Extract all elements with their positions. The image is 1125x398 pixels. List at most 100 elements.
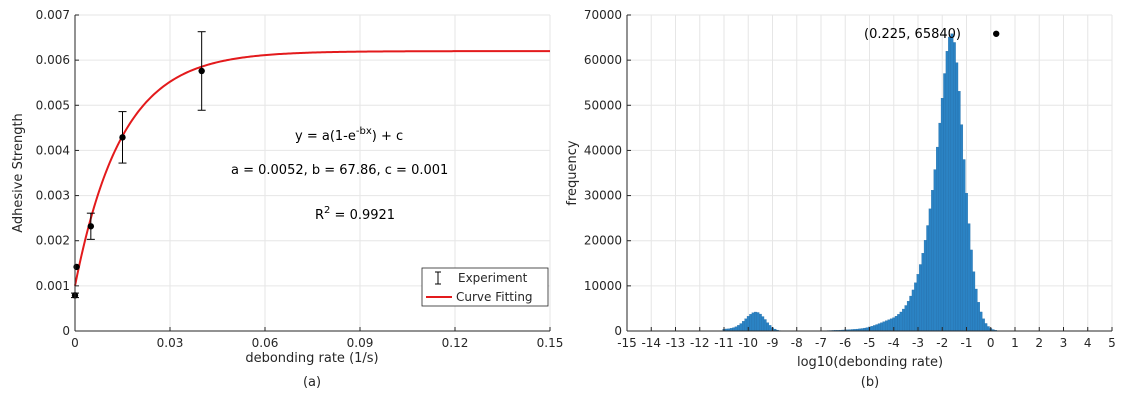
- histogram-bar: [766, 322, 770, 332]
- histogram-bar: [894, 316, 898, 332]
- a-x-tick-label: 0.09: [347, 336, 374, 350]
- grid-a: [74, 14, 551, 332]
- experiment-point: [73, 263, 80, 271]
- histogram-bar: [885, 320, 888, 332]
- histogram-bar: [889, 318, 893, 332]
- b-x-tick-label: -1: [961, 336, 973, 350]
- histogram-bar: [734, 326, 738, 332]
- histogram-bar: [744, 318, 748, 332]
- histogram-bar: [909, 295, 913, 332]
- histogram-bar: [875, 324, 879, 332]
- b-y-tick-label: 0: [614, 324, 622, 338]
- b-x-tick-label: 0: [987, 336, 995, 350]
- b-x-tick-label: 2: [1035, 336, 1043, 350]
- histogram-bar: [969, 249, 973, 332]
- b-x-tick-label: -11: [714, 336, 734, 350]
- histogram-bar: [962, 159, 966, 332]
- a-y-tick-label: 0.001: [36, 279, 70, 293]
- experiment-point: [198, 67, 205, 75]
- histogram-bar: [887, 319, 891, 332]
- peak-marker-layer: [993, 30, 1000, 37]
- legend-box: [421, 267, 549, 307]
- grid-b: [626, 14, 1113, 332]
- histogram-bar: [916, 274, 920, 332]
- a-y-tick-label: 0: [62, 324, 70, 338]
- panel-b-histogram: -15 -14 -13 -12 -11 -10 -9 -8 -7 -6 -5 -4 -3 -2 -1 0 1 2 3…: [565, 8, 1116, 390]
- b-x-tick-label: -14: [641, 336, 661, 350]
- b-y-tick-label: 70000: [584, 8, 622, 22]
- r-squared-prefix: R: [315, 208, 324, 223]
- histogram-bar: [923, 240, 927, 332]
- a-y-tick-label: 0.004: [36, 143, 70, 157]
- b-x-tick-label: 1: [1011, 336, 1019, 350]
- y-axis-label-a: Adhesive Strength: [11, 113, 26, 233]
- histogram-bar: [984, 323, 988, 332]
- b-x-tick-label: -13: [666, 336, 686, 350]
- histogram-bar: [982, 318, 985, 332]
- histogram-bar: [768, 325, 772, 332]
- panel-a-curve-fit-plot: 0 0.03 0.06 0.09 0.12 0.15 0 0.001 0.002 0.003 0.…: [11, 8, 563, 390]
- b-x-tick-label: 4: [1084, 336, 1092, 350]
- peak-marker: [993, 30, 1000, 37]
- y-tick-labels-a: 0 0.001 0.002 0.003 0.004 0.005 0.006 0.007: [36, 8, 70, 338]
- a-x-tick-label: 0.03: [157, 336, 184, 350]
- fit-equation-suffix: ) + c: [372, 129, 403, 144]
- r-squared-exponent: 2: [324, 205, 330, 216]
- b-y-tick-label: 30000: [584, 189, 622, 203]
- histogram-bar: [945, 51, 949, 332]
- b-x-tick-label: -5: [864, 336, 876, 350]
- histogram-bar: [974, 288, 978, 332]
- b-x-tick-label: -7: [815, 336, 827, 350]
- peak-label: (0.225, 65840): [864, 27, 961, 42]
- b-y-tick-label: 40000: [584, 143, 622, 157]
- histogram-bar: [759, 313, 762, 332]
- b-x-tick-label: 5: [1108, 336, 1116, 350]
- histogram-bar: [950, 33, 954, 332]
- b-x-tick-label: 3: [1060, 336, 1068, 350]
- x-tick-labels-a: 0 0.03 0.06 0.09 0.12 0.15: [71, 336, 563, 350]
- y-tick-labels-b: 0 10000 20000 30000 40000 50000 60000 70000: [584, 8, 622, 338]
- legend-label-curve-fitting: Curve Fitting: [456, 290, 533, 304]
- histogram-bar: [865, 327, 869, 332]
- histogram-bar: [948, 36, 951, 332]
- histogram-bar: [761, 316, 765, 332]
- histogram-bar: [872, 325, 876, 332]
- histogram-bar: [880, 322, 883, 332]
- b-y-tick-label: 20000: [584, 234, 622, 248]
- histogram-bar: [926, 225, 930, 332]
- histogram-bar: [737, 325, 740, 332]
- b-x-tick-label: -4: [888, 336, 900, 350]
- histogram-bar: [742, 321, 745, 332]
- histogram-bar: [911, 289, 915, 332]
- legend-label-experiment: Experiment: [458, 271, 528, 285]
- histogram-bar: [902, 308, 905, 332]
- histogram-bar: [754, 311, 757, 332]
- histogram-bar: [967, 223, 971, 332]
- histogram-bar: [739, 323, 743, 332]
- fit-equation: y = a(1-e-bx) + c: [295, 126, 403, 144]
- histogram-bar: [914, 282, 917, 332]
- x-tick-labels-b: -15 -14 -13 -12 -11 -10 -9 -8 -7 -6 -5 -4 -3 -2 -1 0 1 2 3…: [617, 336, 1116, 350]
- fit-equation-exponent: -bx: [356, 126, 372, 137]
- histogram-bar: [938, 122, 942, 332]
- histogram-bar: [919, 264, 922, 332]
- histogram-bars-layer: [722, 33, 1007, 332]
- fit-curve-layer: [74, 50, 550, 287]
- b-x-tick-label: -12: [690, 336, 710, 350]
- b-y-tick-label: 60000: [584, 53, 622, 67]
- histogram-bar: [953, 42, 956, 332]
- a-x-tick-label: 0.06: [252, 336, 279, 350]
- histogram-bar: [979, 311, 983, 332]
- a-y-tick-label: 0.002: [36, 234, 70, 248]
- histogram-bar: [943, 73, 947, 332]
- histogram-bar: [936, 146, 939, 332]
- histogram-bar: [870, 326, 874, 332]
- histogram-bar: [732, 327, 736, 332]
- histogram-bar: [904, 305, 908, 332]
- histogram-bar: [763, 319, 767, 332]
- b-x-tick-label: -15: [617, 336, 637, 350]
- histogram-bar: [940, 98, 944, 332]
- fit-parameters: a = 0.0052, b = 67.86, c = 0.001: [231, 163, 448, 178]
- histogram-bar: [897, 314, 900, 332]
